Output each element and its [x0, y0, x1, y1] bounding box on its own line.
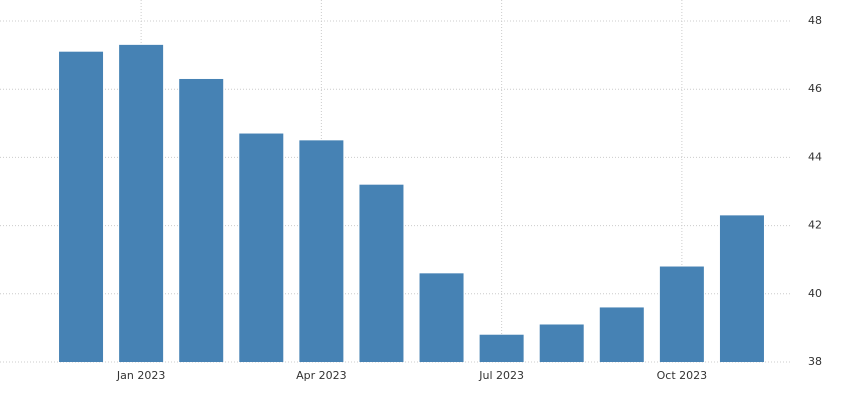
- bar: [299, 140, 344, 362]
- bar: [419, 273, 464, 362]
- bar: [599, 307, 644, 362]
- y-tick-label: 40: [808, 287, 822, 300]
- bar: [239, 133, 284, 362]
- bar: [179, 78, 224, 362]
- bar: [719, 215, 764, 362]
- x-tick-label: Jan 2023: [116, 369, 165, 382]
- bar: [659, 266, 704, 362]
- bar: [539, 324, 584, 362]
- bar: [479, 334, 524, 362]
- bar: [59, 51, 104, 362]
- x-tick-label: Oct 2023: [657, 369, 708, 382]
- y-tick-label: 42: [808, 219, 822, 232]
- y-tick-label: 46: [808, 82, 822, 95]
- x-tick-label: Apr 2023: [296, 369, 347, 382]
- y-tick-label: 48: [808, 14, 822, 27]
- x-tick-label: Jul 2023: [478, 369, 524, 382]
- bar: [359, 184, 404, 362]
- y-tick-label: 38: [808, 355, 822, 368]
- y-tick-label: 44: [808, 150, 822, 163]
- bar: [119, 44, 164, 363]
